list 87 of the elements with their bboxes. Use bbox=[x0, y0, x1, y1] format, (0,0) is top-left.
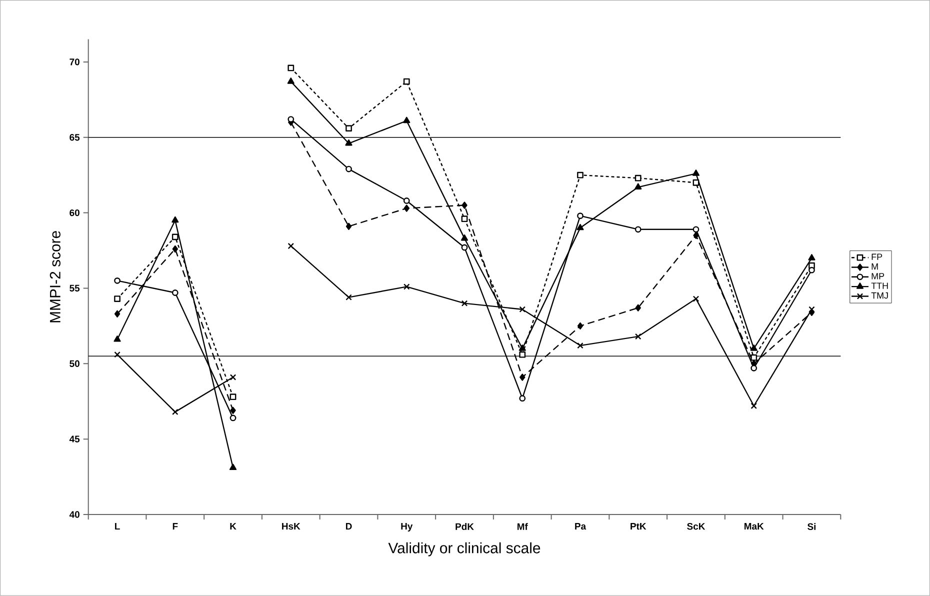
point bbox=[172, 245, 178, 253]
x-tick-label: HsK bbox=[282, 523, 300, 530]
point bbox=[114, 310, 120, 318]
point bbox=[288, 64, 294, 72]
point bbox=[346, 166, 352, 172]
point bbox=[577, 322, 584, 330]
y-tick-label: 40 bbox=[69, 511, 80, 518]
y-tick-label: 45 bbox=[69, 436, 80, 442]
legend-label: MP bbox=[872, 273, 884, 280]
point bbox=[576, 224, 584, 230]
x-tick-label: PdK bbox=[456, 523, 474, 530]
point bbox=[693, 232, 699, 240]
point bbox=[229, 464, 237, 470]
x-tick-label: K bbox=[230, 523, 236, 530]
y-axis-title: MMPI-2 score bbox=[50, 231, 60, 322]
point bbox=[403, 78, 410, 85]
x-tick-label: D bbox=[346, 523, 352, 530]
point bbox=[114, 296, 120, 302]
x-tick-label: ScK bbox=[687, 523, 706, 530]
point bbox=[577, 212, 584, 220]
point bbox=[634, 226, 642, 233]
x-tick-label: F bbox=[172, 523, 178, 530]
point bbox=[172, 408, 178, 416]
point bbox=[172, 234, 178, 240]
x-tick-label: MaK bbox=[744, 523, 764, 530]
point bbox=[230, 406, 236, 414]
point bbox=[114, 352, 120, 358]
point bbox=[172, 290, 178, 296]
point bbox=[577, 342, 584, 349]
point bbox=[172, 216, 179, 223]
point bbox=[518, 344, 526, 351]
legend-label: TMJ bbox=[871, 292, 888, 299]
point bbox=[750, 344, 758, 351]
point bbox=[634, 333, 642, 340]
y-tick-label: 65 bbox=[70, 134, 80, 141]
x-axis-title: Validity or clinical scale bbox=[388, 542, 540, 556]
point bbox=[114, 336, 121, 342]
point bbox=[692, 226, 700, 233]
y-tick-label: 70 bbox=[70, 58, 80, 66]
point bbox=[403, 284, 410, 290]
point bbox=[634, 174, 642, 182]
y-tick-label: 55 bbox=[70, 284, 80, 292]
point bbox=[808, 306, 815, 313]
point bbox=[750, 354, 758, 361]
point bbox=[346, 294, 352, 300]
point bbox=[462, 202, 468, 209]
point bbox=[692, 296, 700, 302]
point bbox=[287, 78, 294, 84]
point bbox=[520, 374, 526, 381]
legend-label: FP bbox=[872, 254, 882, 260]
point bbox=[403, 116, 410, 124]
point bbox=[114, 278, 120, 284]
point bbox=[519, 351, 526, 358]
point bbox=[519, 395, 526, 402]
point bbox=[461, 300, 468, 307]
point bbox=[577, 172, 584, 178]
point bbox=[808, 267, 815, 274]
legend-label: TTH bbox=[871, 282, 888, 289]
point bbox=[634, 183, 642, 190]
point bbox=[345, 139, 352, 146]
x-tick-label: Pa bbox=[575, 523, 586, 530]
point bbox=[460, 234, 468, 241]
point bbox=[692, 180, 700, 186]
point bbox=[461, 216, 468, 222]
x-tick-label: Si bbox=[808, 523, 816, 530]
point bbox=[750, 402, 757, 410]
point bbox=[461, 244, 468, 251]
x-tick-label: PtK bbox=[630, 523, 646, 530]
x-tick-label: Hy bbox=[401, 523, 413, 532]
point bbox=[230, 394, 236, 400]
y-tick-label: 50 bbox=[70, 360, 80, 368]
point bbox=[519, 306, 526, 313]
x-tick-label: L bbox=[115, 523, 120, 530]
point bbox=[230, 374, 236, 380]
point bbox=[403, 198, 410, 204]
y-tick-label: 60 bbox=[70, 210, 80, 216]
point bbox=[808, 254, 816, 260]
point bbox=[750, 365, 758, 372]
point bbox=[230, 414, 236, 422]
point bbox=[346, 125, 352, 132]
point bbox=[692, 170, 700, 176]
point bbox=[346, 222, 352, 230]
point bbox=[288, 242, 294, 250]
point bbox=[635, 304, 641, 312]
point bbox=[404, 204, 410, 212]
legend-label: M bbox=[872, 263, 878, 270]
x-tick-label: Mf bbox=[517, 523, 528, 530]
